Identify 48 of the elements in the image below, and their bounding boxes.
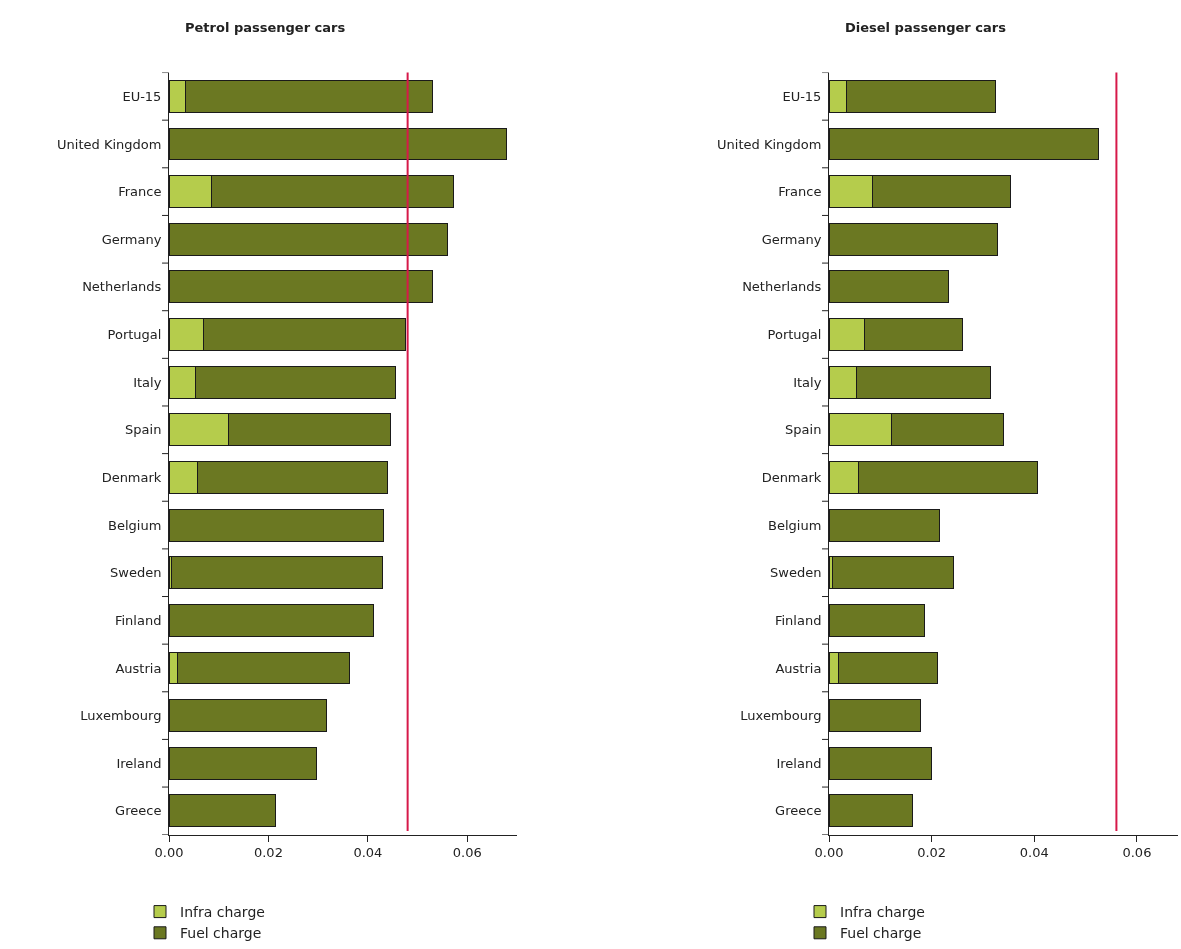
y-tick-label: Denmark	[101, 469, 162, 485]
y-tick-label: Greece	[115, 803, 162, 819]
y-tick-label: Belgium	[768, 517, 822, 533]
y-tick-label: Finland	[114, 612, 162, 628]
legend-label: Fuel charge	[840, 925, 922, 942]
y-tick-label: Netherlands	[742, 279, 822, 295]
y-tick-label: Sweden	[110, 565, 162, 581]
y-tick-label: Italy	[133, 374, 162, 390]
y-tick-label: Spain	[785, 422, 822, 438]
y-tick-label: EU-15	[782, 88, 822, 104]
y-tick-label: Germany	[101, 231, 162, 247]
legend-label: Infra charge	[180, 904, 265, 921]
y-tick-label: Finland	[774, 612, 822, 628]
y-tick-label: Netherlands	[82, 279, 162, 295]
x-tick-label: 0.02	[917, 845, 947, 861]
y-tick-label: Austria	[115, 660, 162, 676]
y-tick-label: Sweden	[770, 565, 822, 581]
y-tick-label: Luxembourg	[80, 708, 162, 724]
y-tick-label: Denmark	[761, 469, 822, 485]
y-tick-label: Belgium	[108, 517, 162, 533]
y-tick-label: Germany	[761, 231, 822, 247]
y-tick-label: Greece	[775, 803, 822, 819]
y-tick-label: United Kingdom	[717, 136, 822, 152]
y-tick-label: Spain	[125, 422, 162, 438]
y-tick-label: Portugal	[107, 327, 162, 343]
x-tick-label: 0.04	[353, 845, 383, 861]
bar	[831, 556, 955, 590]
chart-title: Petrol passenger cars	[185, 20, 346, 35]
bar	[170, 556, 384, 590]
y-tick-label: Portugal	[767, 327, 822, 343]
y-tick-label: Austria	[775, 660, 822, 676]
y-tick-label: Ireland	[776, 755, 822, 771]
legend-label: Fuel charge	[180, 925, 262, 942]
y-tick-label: EU-15	[122, 88, 162, 104]
y-tick-label: Italy	[793, 374, 822, 390]
y-tick-label: United Kingdom	[57, 136, 162, 152]
x-tick-label: 0.00	[814, 845, 844, 861]
x-tick-label: 0.00	[154, 845, 184, 861]
y-tick-label: Luxembourg	[740, 708, 822, 724]
y-tick-label: France	[778, 184, 822, 200]
y-tick-label: Ireland	[116, 755, 162, 771]
legend-label: Infra charge	[840, 904, 925, 921]
x-tick-label: 0.06	[452, 845, 482, 861]
chart-title: Diesel passenger cars	[845, 20, 1007, 35]
y-tick-label: France	[118, 184, 162, 200]
x-tick-label: 0.06	[1122, 845, 1152, 861]
x-tick-label: 0.02	[253, 845, 283, 861]
x-tick-label: 0.04	[1019, 845, 1049, 861]
